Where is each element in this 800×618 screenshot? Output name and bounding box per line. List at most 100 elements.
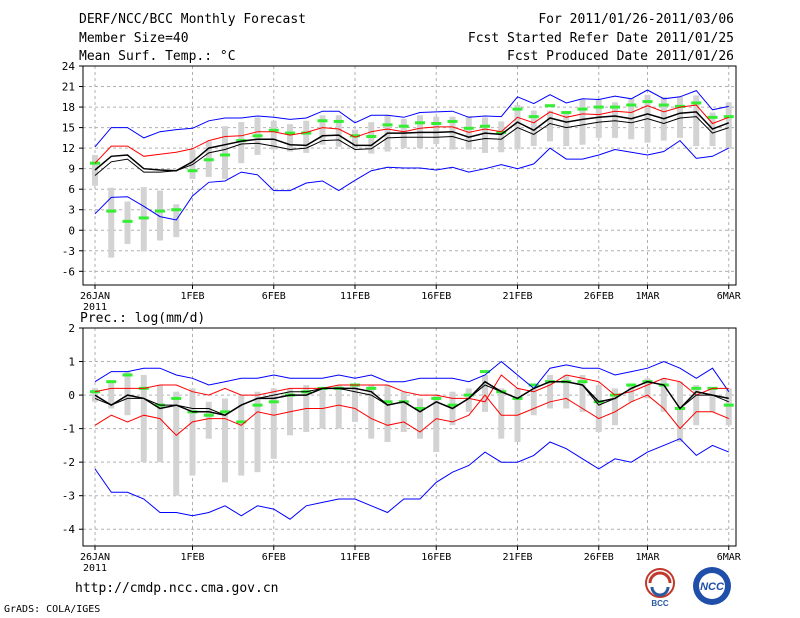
ensemble-marker (90, 390, 100, 394)
spread-box (660, 378, 667, 412)
spread-box (157, 190, 163, 241)
spread-box (693, 385, 700, 426)
ensemble-marker (447, 403, 458, 407)
ensemble-marker (642, 100, 653, 104)
grads-credit: GrADS: COLA/IGES (4, 604, 101, 615)
ensemble-marker (626, 383, 637, 387)
x-tick-year: 2011 (83, 563, 107, 574)
spread-box (189, 388, 196, 476)
ensemble-marker (350, 134, 360, 138)
spread-box (140, 374, 147, 463)
ensemble-marker (268, 128, 279, 132)
spread-box (579, 98, 586, 145)
y-tick-label: 3 (68, 204, 75, 217)
spread-box (270, 388, 277, 459)
ensemble-marker (463, 126, 474, 130)
spread-box (254, 391, 261, 473)
ensemble-marker (155, 209, 165, 213)
y-tick-label: -2 (62, 456, 75, 469)
ensemble-marker (463, 393, 474, 397)
x-tick-label: 26FEB (584, 552, 614, 563)
spread-box (92, 154, 98, 186)
spread-box (709, 388, 716, 412)
ensemble-marker (382, 123, 393, 127)
spread-box (677, 96, 683, 138)
ensemble-marker (480, 370, 490, 374)
ensemble-marker (366, 134, 377, 138)
chart-title: DERF/NCC/BCC Monthly Forecast (79, 12, 306, 27)
spread-box (92, 388, 98, 402)
spread-box (693, 95, 700, 147)
ensemble-marker (675, 104, 685, 108)
plot-frame (82, 65, 737, 286)
ensemble-marker (561, 111, 572, 115)
ensemble-marker (691, 101, 702, 105)
ncc-logo: NCC (693, 567, 731, 605)
x-tick-label: 1FEB (180, 552, 204, 563)
spread-box (465, 388, 472, 412)
ensemble-marker (122, 373, 133, 377)
spread-box (287, 124, 293, 152)
spread-box (124, 371, 131, 416)
source-url[interactable]: http://cmdp.ncc.cma.gov.cn (75, 581, 279, 596)
ensemble-marker (415, 406, 425, 410)
ensemble-marker (220, 153, 230, 157)
spread-box (547, 110, 553, 142)
spread-box (628, 385, 635, 402)
ensemble-marker (236, 420, 247, 424)
ensemble-marker (626, 103, 637, 107)
x-tick-label: 6FEB (262, 552, 286, 563)
ensemble-marker (577, 107, 588, 111)
spread-box (400, 391, 407, 432)
spread-box (725, 388, 732, 426)
spread-box (482, 374, 488, 412)
spread-box (563, 113, 570, 147)
ensemble-marker (398, 124, 409, 128)
spread-box (725, 102, 732, 149)
spread-box (433, 116, 440, 145)
ensemble-marker (138, 216, 149, 220)
spread-box (205, 401, 212, 439)
spread-box (498, 121, 505, 153)
spread-box (352, 385, 358, 422)
precip-title: Prec.: log(mm/d) (80, 311, 205, 326)
ensemble-marker (447, 119, 458, 123)
series-line-low (94, 394, 729, 436)
y-tick-label: 21 (62, 81, 75, 94)
y-tick-label: -1 (62, 423, 75, 436)
logos: BCC NCC (640, 566, 740, 612)
x-tick-label: 26FEB (584, 291, 614, 302)
y-tick-label: 18 (62, 101, 75, 114)
spread-box (108, 381, 115, 409)
ensemble-marker (106, 209, 117, 213)
spread-box (173, 391, 180, 496)
spread-box (417, 398, 423, 439)
y-tick-label: 1 (68, 356, 75, 369)
ensemble-marker (545, 104, 555, 108)
x-tick-label: 1MAR (635, 291, 660, 302)
series-line-mean (94, 111, 730, 172)
spread-box (368, 385, 375, 439)
ensemble-marker (415, 121, 425, 125)
x-tick-label: 21FEB (502, 291, 532, 302)
spread-box (563, 374, 570, 409)
spread-box (303, 120, 310, 153)
x-tick-label: 21FEB (502, 552, 532, 563)
x-tick-label: 6MAR (717, 291, 742, 302)
y-tick-label: -3 (62, 490, 75, 503)
ensemble-marker (106, 380, 117, 384)
spread-box (335, 115, 342, 147)
spread-box (352, 129, 358, 149)
ensemble-marker (723, 115, 734, 119)
series-line-max (94, 89, 729, 148)
ensemble-marker (528, 115, 539, 119)
ensemble-marker (528, 383, 539, 387)
spread-box (222, 398, 228, 483)
ensemble-marker (171, 208, 182, 212)
spread-box (157, 385, 163, 463)
spread-box (612, 102, 618, 138)
forecast-period: For 2011/01/26-2011/03/06 (538, 12, 734, 27)
ensemble-marker (431, 121, 442, 125)
